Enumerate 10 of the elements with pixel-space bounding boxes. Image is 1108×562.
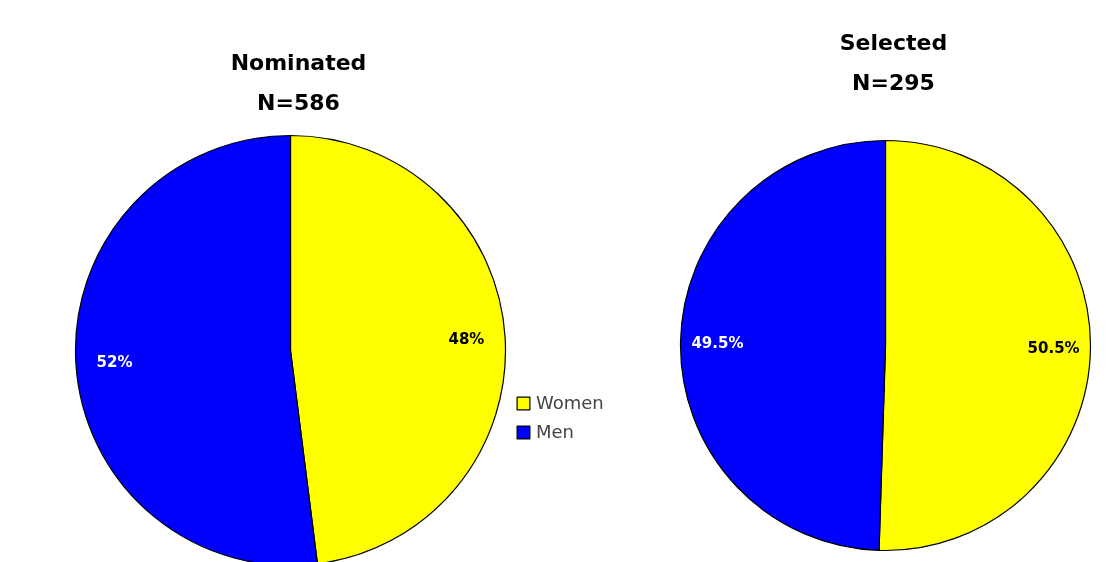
- chart-subtitle: N=586: [257, 90, 340, 115]
- data-label: 52%: [96, 352, 133, 371]
- chart-title: Selected: [839, 30, 948, 55]
- data-label: 49.5%: [691, 333, 744, 352]
- data-label: 48%: [448, 330, 485, 349]
- chart-title: Nominated: [230, 50, 367, 75]
- data-label: 50.5%: [1027, 339, 1080, 358]
- legend-label: Women: [536, 392, 604, 413]
- chart-subtitle: N=295: [852, 70, 935, 95]
- legend-label: Men: [536, 421, 575, 442]
